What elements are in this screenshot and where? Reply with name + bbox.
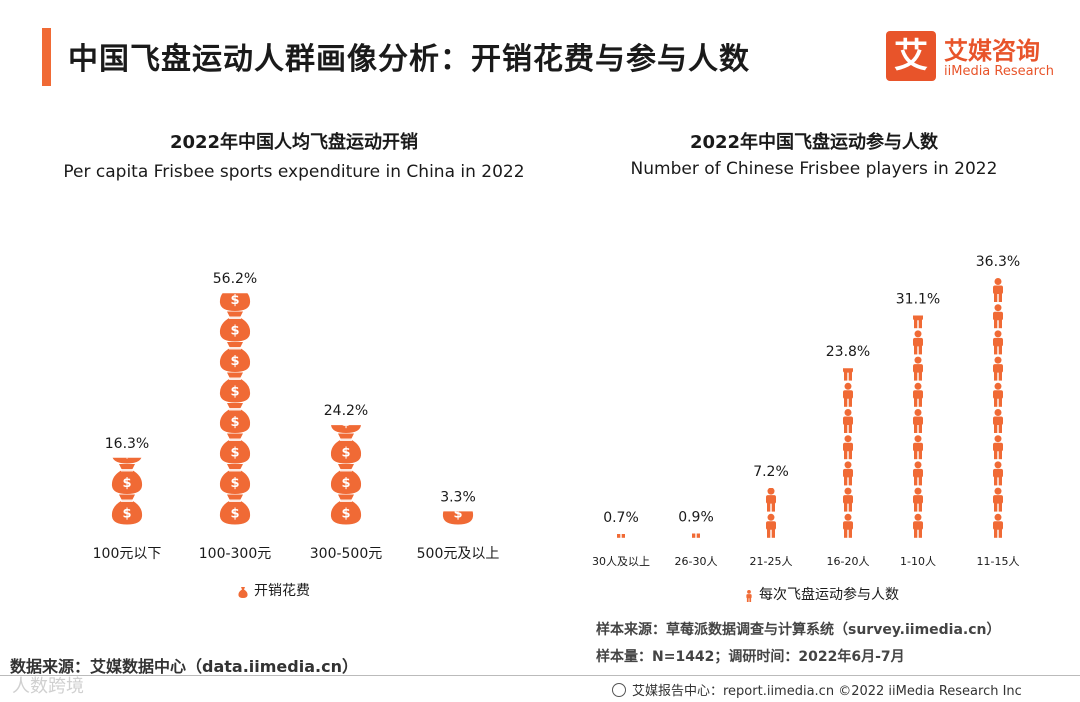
expenditure-bar: $ $ $ $ $ $ $ $	[219, 293, 251, 525]
sample-size-note: 样本量：N=1442；调研时间：2022年6月-7月	[596, 649, 905, 665]
participant-category-label: 26-30人	[675, 555, 718, 568]
svg-text:$: $	[230, 385, 239, 400]
svg-text:$: $	[341, 507, 350, 522]
svg-text:$: $	[230, 446, 239, 461]
right-chart-heading: 2022年中国飞盘运动参与人数 Number of Chinese Frisbe…	[588, 128, 1040, 179]
expenditure-value-label: 16.3%	[105, 436, 149, 452]
participant-value-label: 23.8%	[826, 344, 870, 360]
left-chart-subtitle: Per capita Frisbee sports expenditure in…	[63, 162, 525, 182]
footer: 艾媒报告中心：report.iimedia.cn ©2022 iiMedia R…	[612, 680, 1022, 699]
participant-value-label: 36.3%	[976, 254, 1020, 270]
participant-bar	[913, 315, 923, 538]
svg-text:$: $	[122, 446, 131, 461]
expenditure-category-label: 300-500元	[310, 546, 383, 562]
iimedia-logo: 艾 艾媒咨询 iiMedia Research	[886, 31, 1070, 83]
svg-text:$: $	[341, 476, 350, 491]
left-chart-legend: 开销花费	[238, 580, 310, 600]
expenditure-value-label: 24.2%	[324, 403, 368, 419]
expenditure-category-label: 100元以下	[93, 546, 162, 562]
participant-bar	[692, 533, 700, 538]
expenditure-bar: $ $ $ $	[330, 415, 362, 525]
participant-category-label: 21-25人	[750, 555, 793, 568]
participant-category-label: 30人及以上	[592, 555, 650, 568]
participant-category-label: 11-15人	[977, 555, 1020, 568]
watermark: 人数跨境	[12, 676, 84, 697]
right-chart-legend: 每次飞盘运动参与人数	[745, 584, 899, 604]
participant-value-label: 31.1%	[896, 292, 940, 308]
right-chart-subtitle: Number of Chinese Frisbee players in 202…	[630, 159, 998, 179]
svg-text:$: $	[122, 507, 131, 522]
participant-category-label: 1-10人	[900, 555, 936, 568]
participant-bar	[766, 488, 776, 538]
title-accent-bar	[42, 28, 51, 86]
participant-value-label: 0.7%	[603, 510, 639, 526]
left-chart-heading: 2022年中国人均飞盘运动开销 Per capita Frisbee sport…	[44, 128, 544, 182]
globe-icon	[612, 683, 626, 697]
right-legend-label: 每次飞盘运动参与人数	[759, 587, 899, 603]
svg-text:$: $	[230, 507, 239, 522]
svg-text:$: $	[230, 476, 239, 491]
left-legend-label: 开销花费	[254, 583, 310, 599]
person-icon	[746, 590, 752, 602]
participant-category-label: 16-20人	[827, 555, 870, 568]
svg-text:$: $	[341, 446, 350, 461]
page-title: 中国飞盘运动人群画像分析：开销花费与参与人数	[68, 42, 750, 77]
participant-value-label: 0.9%	[678, 510, 714, 526]
svg-text:$: $	[341, 415, 350, 430]
expenditure-bar: $	[442, 507, 474, 525]
logo-mark: 艾	[886, 31, 936, 81]
left-chart-title: 2022年中国人均飞盘运动开销	[169, 132, 419, 153]
sample-source-note: 样本来源：草莓派数据调查与计算系统（survey.iimedia.cn）	[596, 622, 1001, 638]
expenditure-category-label: 100-300元	[199, 546, 272, 562]
svg-text:$: $	[453, 507, 462, 522]
expenditure-category-label: 500元及以上	[417, 546, 500, 562]
svg-text:$: $	[230, 415, 239, 430]
svg-text:$: $	[230, 354, 239, 369]
logo-name-en: iiMedia Research	[944, 64, 1055, 79]
logo-name-cn: 艾媒咨询	[944, 37, 1040, 65]
svg-text:$: $	[230, 293, 239, 308]
data-source-note: 数据来源：艾媒数据中心（data.iimedia.cn）	[10, 657, 358, 676]
money-bag-icon	[238, 587, 248, 598]
expenditure-pictogram-chart: $ $ $16.3% 100元以下 $ $ $ $ $ $ $ $56.2% 100-300元 $ $ $ $2…	[93, 271, 500, 562]
footer-text: 艾媒报告中心：report.iimedia.cn ©2022 iiMedia R…	[632, 684, 1022, 699]
participant-bar	[617, 534, 625, 538]
svg-text:$: $	[122, 476, 131, 491]
footer-divider	[0, 675, 1080, 676]
svg-text:$: $	[230, 324, 239, 339]
right-chart-title: 2022年中国飞盘运动参与人数	[689, 132, 939, 153]
expenditure-bar: $ $ $	[111, 446, 143, 525]
participant-bar	[993, 278, 1003, 538]
participant-value-label: 7.2%	[753, 464, 789, 480]
expenditure-value-label: 3.3%	[440, 489, 476, 505]
participant-bar	[843, 368, 853, 538]
participants-pictogram-chart: 0.7% 30人及以上 0.9% 26-30人 7.2% 21-25人 23.8% 16-20…	[592, 254, 1020, 568]
expenditure-value-label: 56.2%	[213, 271, 257, 287]
